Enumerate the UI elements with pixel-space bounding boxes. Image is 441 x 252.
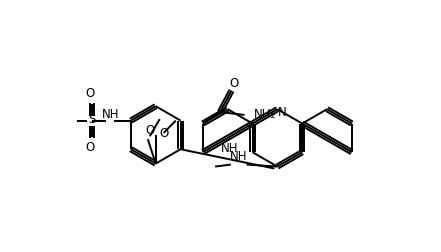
Text: NH₂: NH₂ <box>254 108 277 121</box>
Text: O: O <box>160 128 169 140</box>
Text: O: O <box>145 124 154 137</box>
Text: S: S <box>89 113 96 126</box>
Text: O: O <box>86 87 95 101</box>
Text: O: O <box>229 77 238 90</box>
Text: O: O <box>86 141 95 154</box>
Text: NH: NH <box>230 150 247 163</box>
Text: N: N <box>278 106 287 119</box>
Text: NH: NH <box>221 142 239 154</box>
Text: NH: NH <box>102 108 120 121</box>
